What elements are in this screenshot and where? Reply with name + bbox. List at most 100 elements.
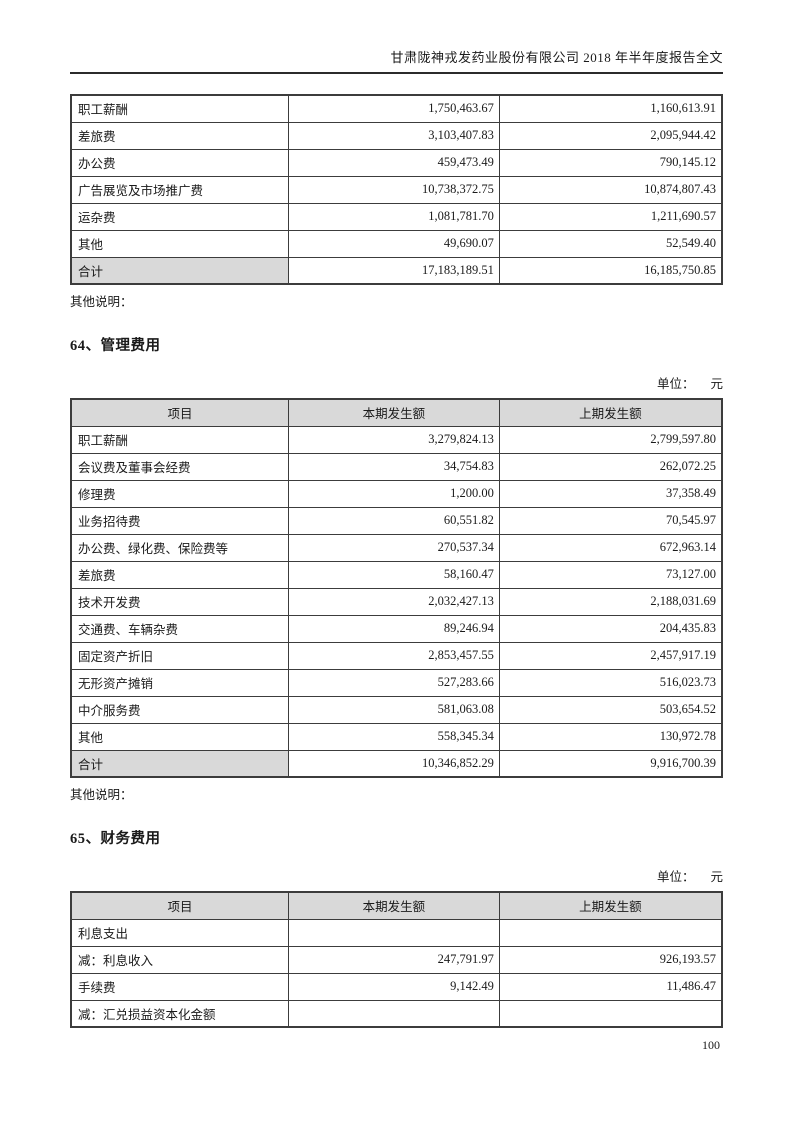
row-value-cell: 11,486.47 <box>498 972 723 1001</box>
table-row: 办公费、绿化费、保险费等 270,537.34 672,963.14 <box>70 533 723 562</box>
row-value-cell: 130,972.78 <box>498 722 723 751</box>
row-value-cell <box>287 918 500 947</box>
row-label-cell: 其他 <box>70 229 289 258</box>
row-value-cell: 247,791.97 <box>287 945 500 974</box>
row-label-cell: 职工薪酬 <box>70 425 289 454</box>
table-row: 减：利息收入 247,791.97 926,193.57 <box>70 945 723 974</box>
row-label-cell: 合计 <box>70 256 289 285</box>
unit-value: 元 <box>710 377 723 391</box>
row-value-cell: 10,874,807.43 <box>498 175 723 204</box>
row-value-cell: 16,185,750.85 <box>498 256 723 285</box>
row-label-cell: 减：汇兑损益资本化金额 <box>70 999 289 1028</box>
row-value-cell: 73,127.00 <box>498 560 723 589</box>
row-label-cell: 职工薪酬 <box>70 94 289 123</box>
table-row: 运杂费 1,081,781.70 1,211,690.57 <box>70 202 723 231</box>
row-value-cell: 2,457,917.19 <box>498 641 723 670</box>
row-value-cell: 17,183,189.51 <box>287 256 500 285</box>
table-header-row: 项目 本期发生额 上期发生额 <box>70 398 723 427</box>
row-value-cell: 9,916,700.39 <box>498 749 723 778</box>
row-value-cell: 10,738,372.75 <box>287 175 500 204</box>
row-label-cell: 差旅费 <box>70 560 289 589</box>
table-header-row: 项目 本期发生额 上期发生额 <box>70 891 723 920</box>
table-row: 广告展览及市场推广费 10,738,372.75 10,874,807.43 <box>70 175 723 204</box>
row-label-cell: 无形资产摊销 <box>70 668 289 697</box>
row-label-cell: 广告展览及市场推广费 <box>70 175 289 204</box>
row-value-cell: 60,551.82 <box>287 506 500 535</box>
row-value-cell: 3,103,407.83 <box>287 121 500 150</box>
row-value-cell: 52,549.40 <box>498 229 723 258</box>
table-row: 其他 49,690.07 52,549.40 <box>70 229 723 258</box>
row-label-cell: 业务招待费 <box>70 506 289 535</box>
other-note-1: 其他说明： <box>70 295 133 309</box>
table-row: 职工薪酬 3,279,824.13 2,799,597.80 <box>70 425 723 454</box>
row-value-cell: 503,654.52 <box>498 695 723 724</box>
row-value-cell: 1,750,463.67 <box>287 94 500 123</box>
unit-line-65: 单位： 元 <box>70 866 723 885</box>
table-row: 手续费 9,142.49 11,486.47 <box>70 972 723 1001</box>
table-row: 合计 10,346,852.29 9,916,700.39 <box>70 749 723 778</box>
row-value-cell: 2,853,457.55 <box>287 641 500 670</box>
row-label-cell: 减：利息收入 <box>70 945 289 974</box>
row-value-cell: 1,160,613.91 <box>498 94 723 123</box>
management-expense-table: 项目 本期发生额 上期发生额 职工薪酬 3,279,824.13 2,799,597… <box>70 398 723 778</box>
table-row: 其他 558,345.34 130,972.78 <box>70 722 723 751</box>
row-label-cell: 固定资产折旧 <box>70 641 289 670</box>
row-label-cell: 运杂费 <box>70 202 289 231</box>
table-row: 技术开发费 2,032,427.13 2,188,031.69 <box>70 587 723 616</box>
table-row: 差旅费 3,103,407.83 2,095,944.42 <box>70 121 723 150</box>
row-label-cell: 手续费 <box>70 972 289 1001</box>
section-64-heading: 64、管理费用 <box>70 338 161 354</box>
table-row: 办公费 459,473.49 790,145.12 <box>70 148 723 177</box>
unit-label: 单位： <box>656 870 695 884</box>
row-label-cell: 中介服务费 <box>70 695 289 724</box>
row-value-cell: 58,160.47 <box>287 560 500 589</box>
unit-label: 单位： <box>656 377 695 391</box>
table-row: 固定资产折旧 2,853,457.55 2,457,917.19 <box>70 641 723 670</box>
table-row: 差旅费 58,160.47 73,127.00 <box>70 560 723 589</box>
row-label-cell: 修理费 <box>70 479 289 508</box>
column-header-item: 项目 <box>70 891 289 920</box>
table-row: 合计 17,183,189.51 16,185,750.85 <box>70 256 723 285</box>
table-row: 业务招待费 60,551.82 70,545.97 <box>70 506 723 535</box>
row-value-cell: 270,537.34 <box>287 533 500 562</box>
table-row: 减：汇兑损益资本化金额 <box>70 999 723 1028</box>
column-header-item: 项目 <box>70 398 289 427</box>
row-label-cell: 技术开发费 <box>70 587 289 616</box>
row-value-cell: 581,063.08 <box>287 695 500 724</box>
page-number: 100 <box>702 1038 720 1052</box>
row-label-cell: 会议费及董事会经费 <box>70 452 289 481</box>
column-header-current-period: 本期发生额 <box>287 398 500 427</box>
row-label-cell: 合计 <box>70 749 289 778</box>
table-row: 利息支出 <box>70 918 723 947</box>
row-value-cell: 89,246.94 <box>287 614 500 643</box>
table-row: 交通费、车辆杂费 89,246.94 204,435.83 <box>70 614 723 643</box>
column-header-current-period: 本期发生额 <box>287 891 500 920</box>
row-value-cell: 1,211,690.57 <box>498 202 723 231</box>
row-value-cell <box>498 918 723 947</box>
row-label-cell: 利息支出 <box>70 918 289 947</box>
unit-value: 元 <box>710 870 723 884</box>
row-value-cell <box>287 999 500 1028</box>
row-value-cell: 2,032,427.13 <box>287 587 500 616</box>
row-label-cell: 办公费 <box>70 148 289 177</box>
row-value-cell <box>498 999 723 1028</box>
column-header-prior-period: 上期发生额 <box>498 398 723 427</box>
report-header-title: 甘肃陇神戎发药业股份有限公司 2018 年半年度报告全文 <box>70 0 723 74</box>
row-value-cell: 1,200.00 <box>287 479 500 508</box>
row-value-cell: 34,754.83 <box>287 452 500 481</box>
row-label-cell: 其他 <box>70 722 289 751</box>
section-65-heading: 65、财务费用 <box>70 831 161 847</box>
row-value-cell: 37,358.49 <box>498 479 723 508</box>
row-label-cell: 差旅费 <box>70 121 289 150</box>
row-value-cell: 516,023.73 <box>498 668 723 697</box>
row-value-cell: 204,435.83 <box>498 614 723 643</box>
row-value-cell: 672,963.14 <box>498 533 723 562</box>
row-value-cell: 10,346,852.29 <box>287 749 500 778</box>
row-value-cell: 9,142.49 <box>287 972 500 1001</box>
column-header-prior-period: 上期发生额 <box>498 891 723 920</box>
row-value-cell: 1,081,781.70 <box>287 202 500 231</box>
row-value-cell: 262,072.25 <box>498 452 723 481</box>
row-value-cell: 459,473.49 <box>287 148 500 177</box>
row-value-cell: 2,188,031.69 <box>498 587 723 616</box>
